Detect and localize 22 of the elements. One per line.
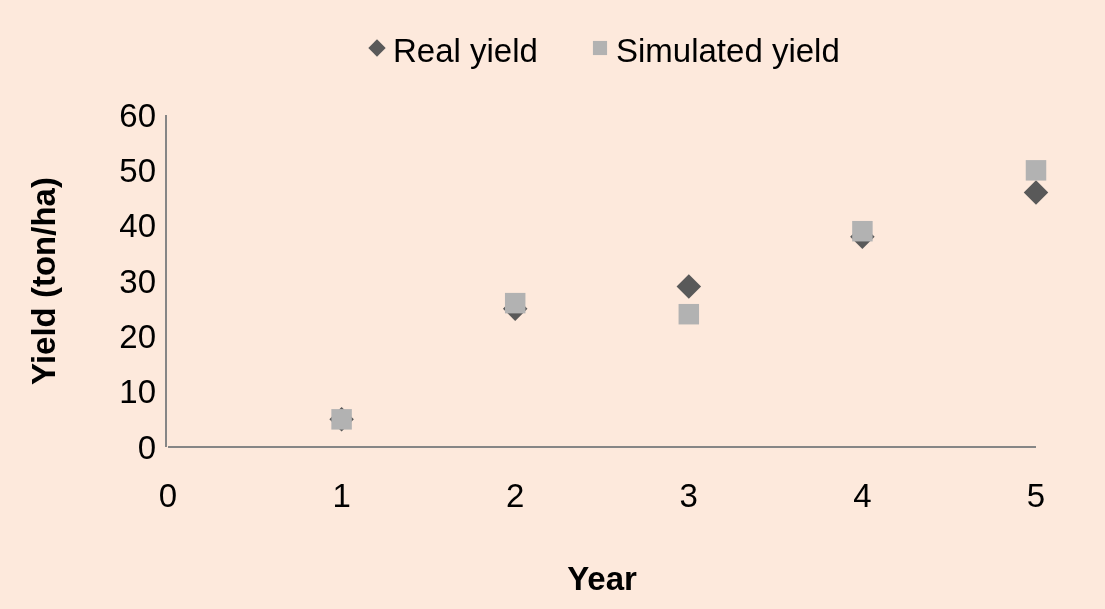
legend-label: Simulated yield — [616, 31, 840, 69]
x-tick-label: 5 — [1026, 477, 1046, 514]
point — [1025, 160, 1047, 181]
y-axis-title: Yield (ton/ha) — [25, 177, 62, 385]
y-tick-label: 50 — [119, 151, 156, 189]
y-tick-label: 30 — [119, 262, 156, 300]
y-tick-label: 40 — [119, 207, 156, 245]
point — [676, 274, 702, 299]
y-tick-label: 10 — [119, 373, 156, 411]
x-tick-label: 2 — [506, 477, 525, 514]
point — [504, 292, 526, 314]
point — [1023, 180, 1049, 205]
point — [678, 303, 700, 325]
x-axis-title: Year — [567, 560, 638, 597]
y-tick-label: 60 — [119, 96, 156, 134]
legend-label: Real yield — [393, 31, 538, 69]
x-tick-label: 4 — [853, 477, 872, 514]
x-tick-label: 1 — [332, 477, 351, 514]
x-tick-label: 3 — [679, 477, 698, 514]
y-tick-label: 0 — [137, 428, 156, 466]
y-tick-label: 20 — [119, 317, 156, 355]
point — [852, 220, 873, 242]
